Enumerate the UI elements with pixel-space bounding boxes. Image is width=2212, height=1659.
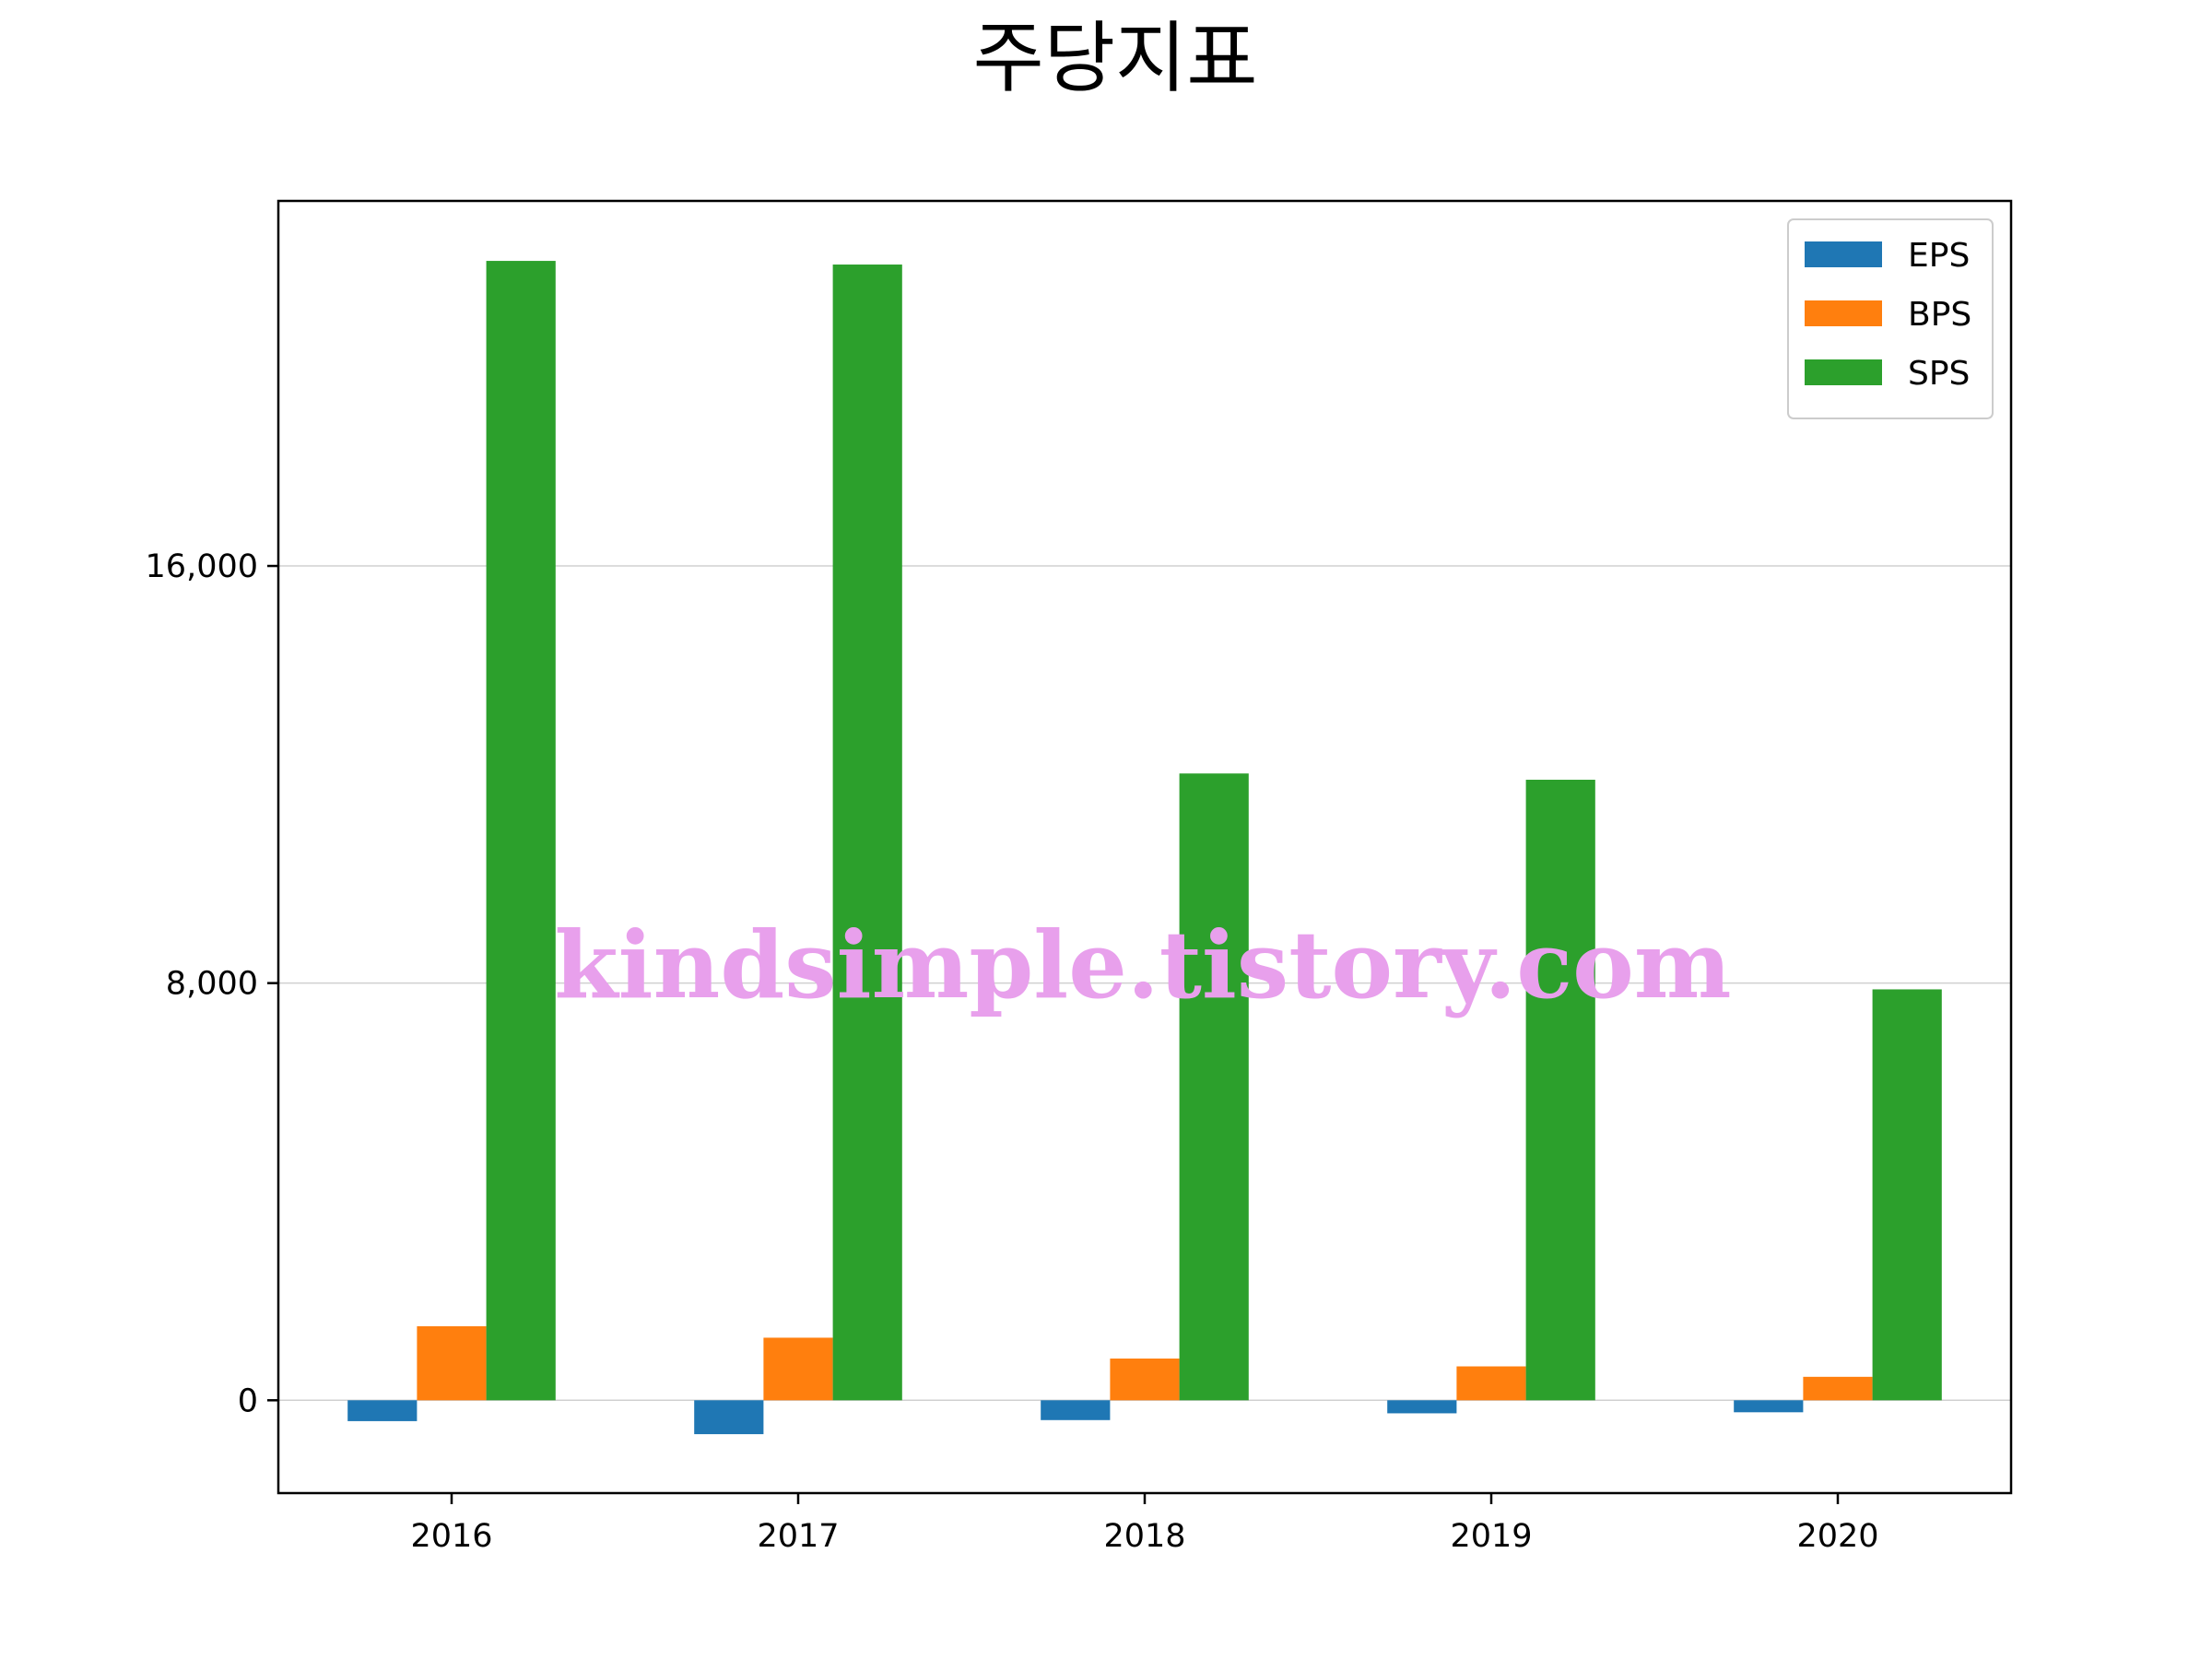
bar-bps (763, 1337, 833, 1401)
legend-swatch-sps (1805, 359, 1882, 385)
bar-sps (1179, 773, 1249, 1401)
legend: EPS BPS SPS (1787, 218, 1994, 419)
bar-eps (1387, 1400, 1457, 1414)
legend-label-sps: SPS (1908, 355, 1970, 393)
bar-eps (1734, 1400, 1804, 1413)
x-axis: 2016 2017 2018 2019 2020 (410, 1493, 1879, 1555)
bar-eps (347, 1400, 418, 1421)
bar-sps (1872, 989, 1942, 1401)
bar-bps (1110, 1359, 1180, 1401)
legend-label-bps: BPS (1908, 296, 1971, 334)
legend-swatch-eps (1805, 241, 1882, 267)
bar-bps (1456, 1366, 1526, 1401)
x-tick-label: 2019 (1450, 1518, 1532, 1555)
bar-eps (694, 1400, 764, 1435)
chart-title: 주당지표 (972, 13, 1257, 103)
bar-sps (1525, 780, 1595, 1401)
x-tick-label: 2016 (410, 1518, 492, 1555)
bar-bps (417, 1325, 487, 1401)
bar-eps (1041, 1400, 1111, 1420)
y-tick-label: 8,000 (166, 966, 258, 1003)
watermark: kindsimple.tistory.com (554, 911, 1731, 1019)
x-tick-label: 2020 (1796, 1518, 1878, 1555)
y-axis: 0 8,000 16,000 (146, 548, 278, 1419)
x-tick-label: 2017 (757, 1518, 839, 1555)
y-tick-label: 16,000 (146, 548, 258, 585)
bar-sps (832, 265, 902, 1401)
bar-bps (1803, 1376, 1873, 1401)
bar-sps (486, 261, 556, 1401)
y-tick-label: 0 (238, 1382, 258, 1419)
legend-swatch-bps (1805, 300, 1882, 326)
legend-label-eps: EPS (1908, 237, 1970, 275)
x-tick-label: 2018 (1103, 1518, 1185, 1555)
bars (347, 261, 1942, 1435)
